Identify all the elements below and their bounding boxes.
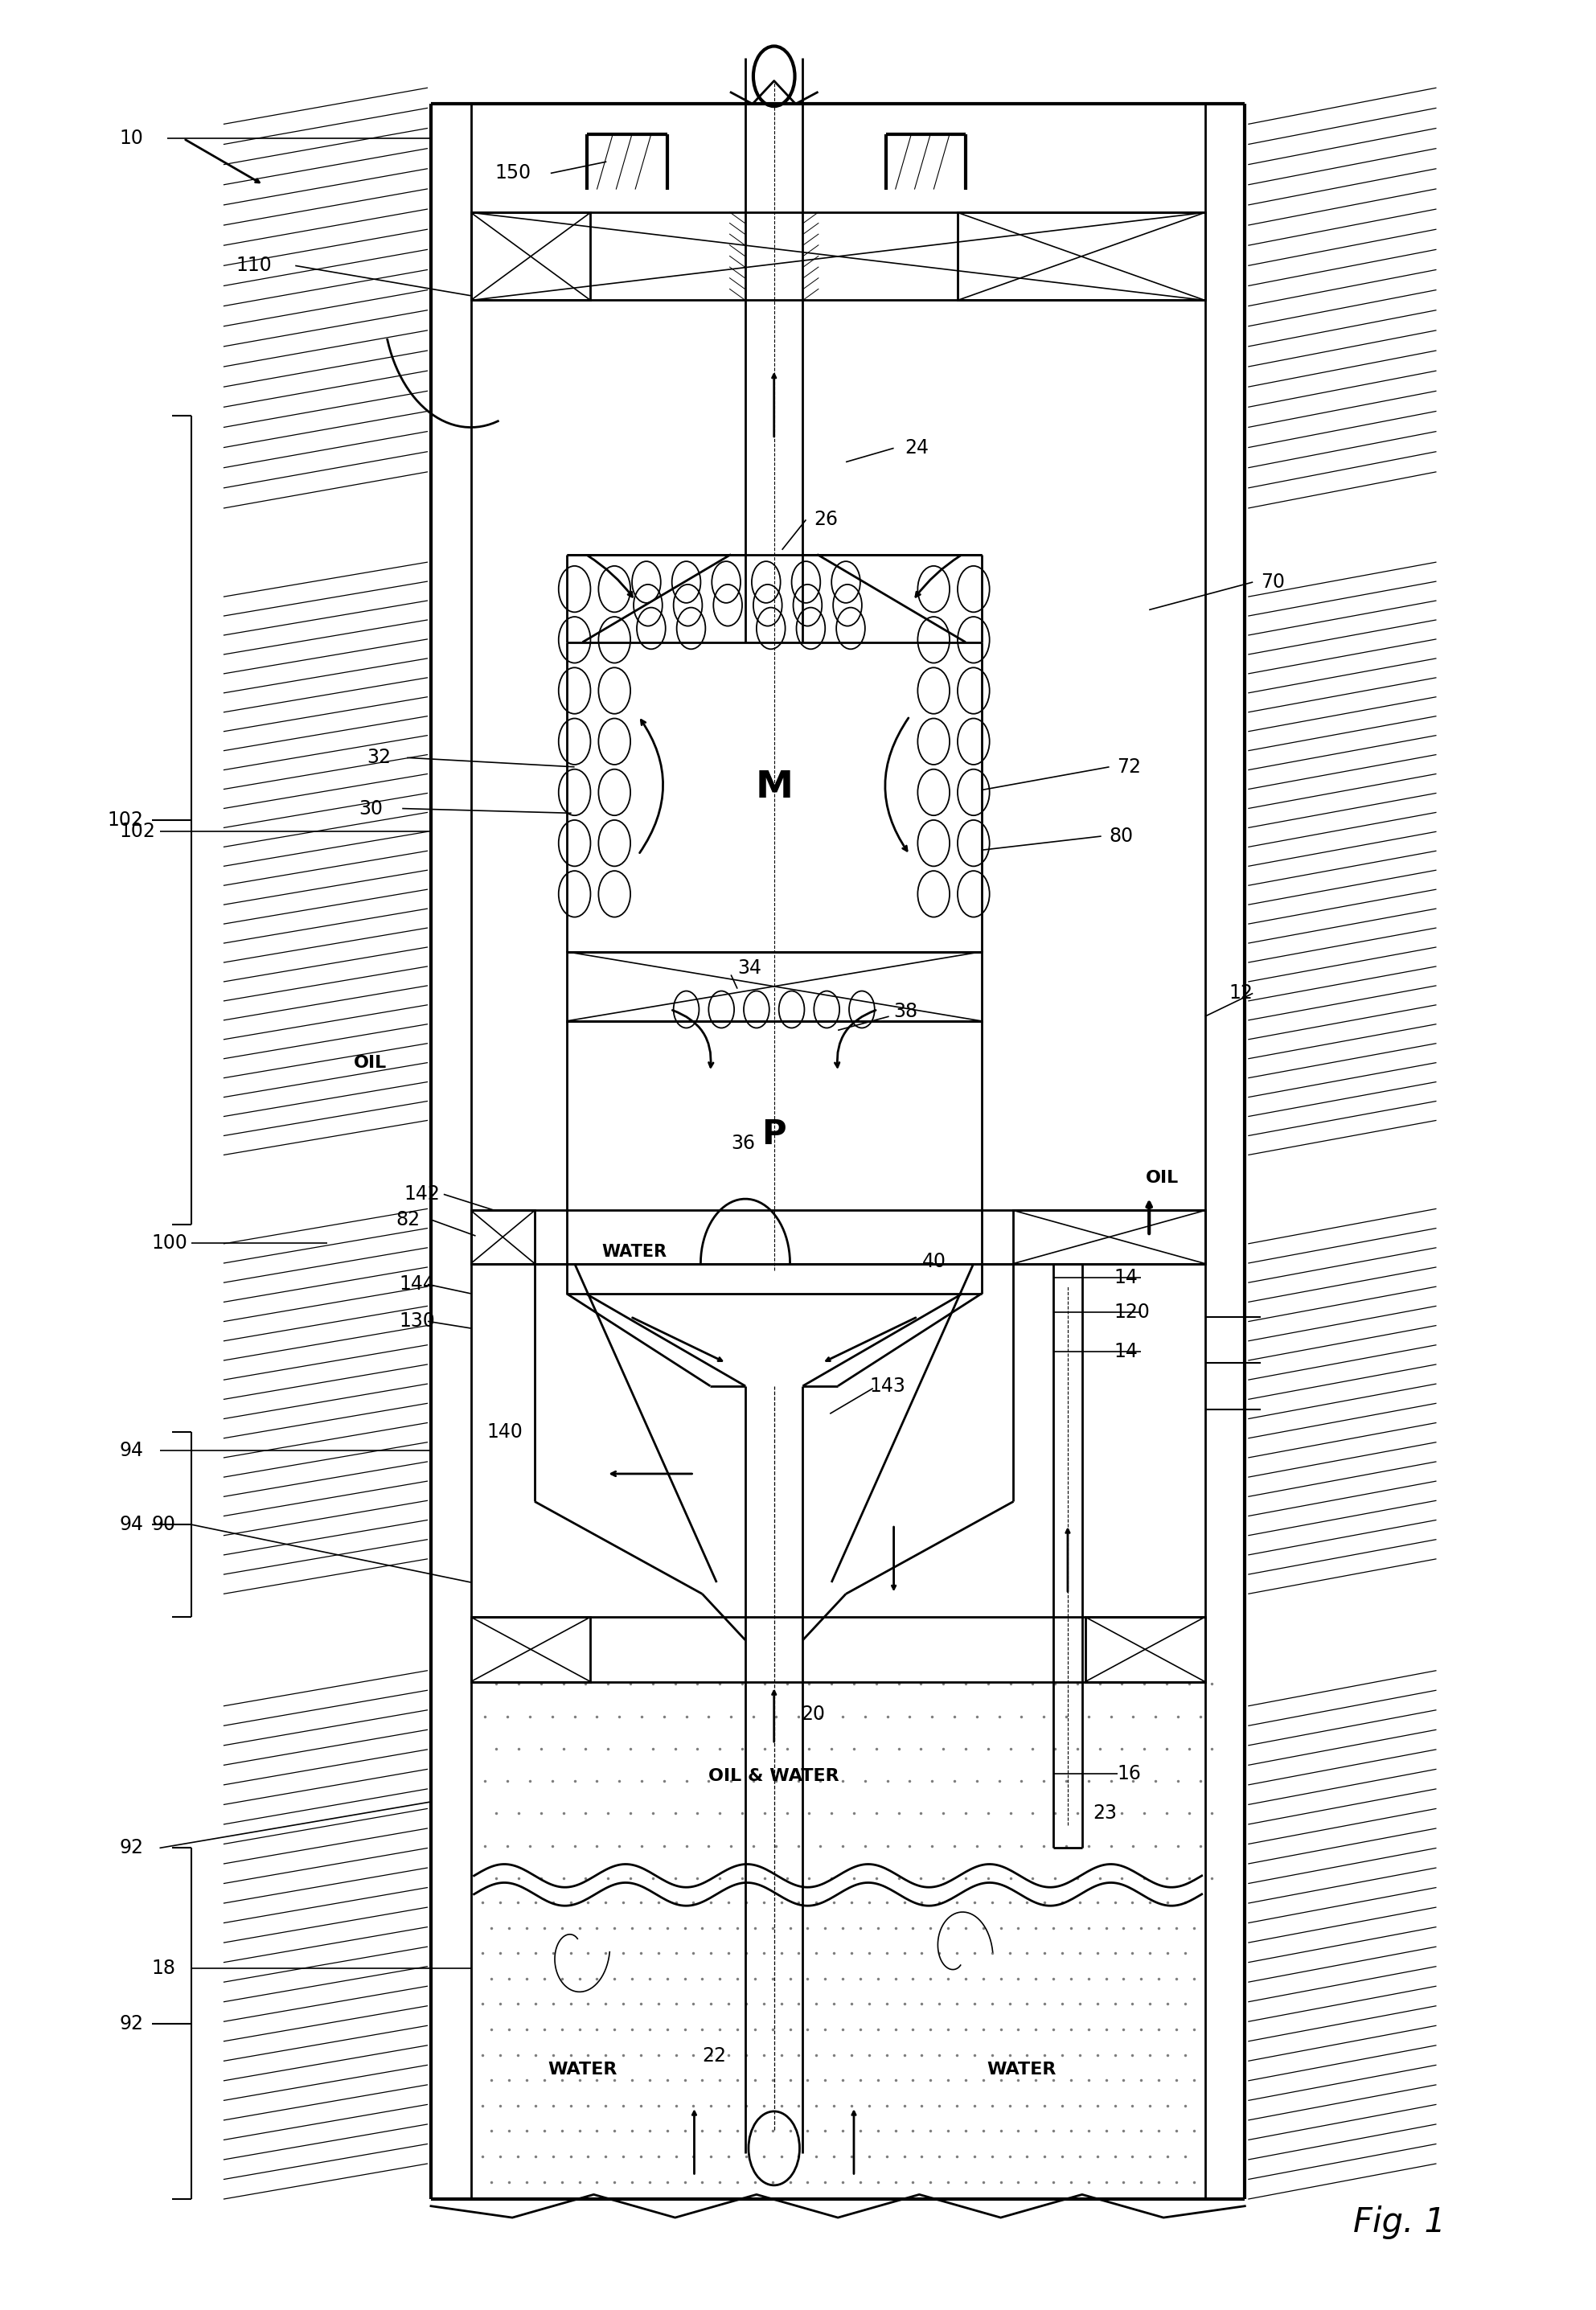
Text: WATER: WATER xyxy=(547,2063,618,2077)
Text: 22: 22 xyxy=(702,2047,726,2065)
Text: 16: 16 xyxy=(1117,1765,1141,1783)
Text: 10: 10 xyxy=(120,129,144,148)
Bar xyxy=(1013,1210,1205,1264)
Text: 32: 32 xyxy=(367,748,391,767)
Bar xyxy=(958,213,1205,300)
Bar xyxy=(567,952,982,1021)
Text: 90: 90 xyxy=(152,1515,176,1534)
Text: Fig. 1: Fig. 1 xyxy=(1353,2206,1446,2238)
Text: 143: 143 xyxy=(870,1377,907,1395)
Text: 82: 82 xyxy=(396,1210,420,1229)
Text: 38: 38 xyxy=(894,1003,918,1021)
Text: 12: 12 xyxy=(1229,984,1253,1003)
Text: 120: 120 xyxy=(1114,1303,1151,1321)
Text: 14: 14 xyxy=(1114,1268,1138,1287)
Text: 40: 40 xyxy=(922,1252,946,1270)
Text: 94: 94 xyxy=(120,1515,144,1534)
Text: P: P xyxy=(761,1118,787,1150)
Text: 92: 92 xyxy=(120,1839,144,1857)
Bar xyxy=(471,1617,591,1682)
Text: 140: 140 xyxy=(487,1423,523,1441)
Bar xyxy=(1085,1617,1205,1682)
Text: OIL & WATER: OIL & WATER xyxy=(709,1769,839,1783)
Bar xyxy=(471,1210,535,1264)
Text: 102: 102 xyxy=(120,822,156,841)
Text: OIL: OIL xyxy=(1146,1171,1179,1185)
Text: 34: 34 xyxy=(737,959,761,977)
Text: M: M xyxy=(755,769,793,806)
Text: 130: 130 xyxy=(399,1312,436,1331)
Text: 36: 36 xyxy=(731,1134,755,1153)
Text: 100: 100 xyxy=(152,1234,188,1252)
Text: 94: 94 xyxy=(120,1441,144,1460)
Text: 102: 102 xyxy=(107,811,144,829)
Text: WATER: WATER xyxy=(986,2063,1057,2077)
Text: 20: 20 xyxy=(801,1705,825,1723)
Text: 80: 80 xyxy=(1109,827,1133,845)
Bar xyxy=(471,213,591,300)
Text: 14: 14 xyxy=(1114,1342,1138,1361)
Text: 23: 23 xyxy=(1093,1804,1117,1823)
Text: 30: 30 xyxy=(359,799,383,818)
Text: 110: 110 xyxy=(236,256,273,275)
Text: 70: 70 xyxy=(1261,573,1285,591)
Text: 26: 26 xyxy=(814,511,838,529)
Text: 142: 142 xyxy=(404,1185,440,1204)
Text: OIL: OIL xyxy=(354,1056,386,1070)
Text: 24: 24 xyxy=(905,439,929,457)
Text: WATER: WATER xyxy=(602,1245,667,1259)
Text: 92: 92 xyxy=(120,2014,144,2033)
Text: 150: 150 xyxy=(495,164,531,182)
Text: 18: 18 xyxy=(152,1959,176,1977)
Text: 72: 72 xyxy=(1117,758,1141,776)
Text: 144: 144 xyxy=(399,1275,436,1294)
